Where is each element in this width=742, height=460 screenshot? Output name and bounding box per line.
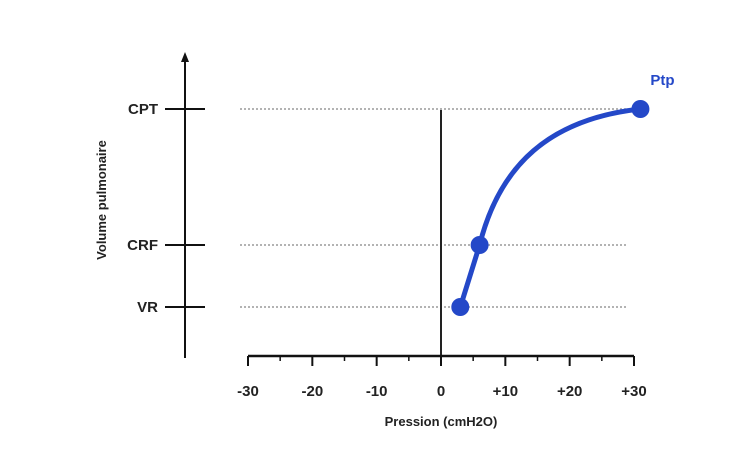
x-tick-label: +10: [493, 383, 518, 400]
x-axis-title: Pression (cmH2O): [385, 414, 498, 429]
y-axis-title: Volume pulmonaire: [94, 140, 109, 260]
y-level-label-cpt: CPT: [128, 101, 158, 118]
x-tick-label: +20: [557, 383, 582, 400]
y-levels: CPT CRF VR: [127, 101, 205, 316]
x-ticks: -30 -20 -10 0 +10 +20 +30: [237, 356, 647, 400]
x-tick-label: -10: [366, 383, 388, 400]
series-group: Ptp: [451, 72, 675, 316]
series-label: Ptp: [650, 72, 674, 89]
series-point: [470, 236, 489, 254]
x-tick-label: -20: [301, 383, 323, 400]
y-axis-arrow-icon: [181, 52, 189, 62]
x-tick-label: -30: [237, 383, 259, 400]
series-point: [451, 298, 470, 316]
series-point: [631, 100, 650, 118]
reference-lines: [240, 108, 628, 308]
series-line: [457, 106, 643, 310]
x-tick-label: 0: [437, 383, 445, 400]
x-tick-label: +30: [621, 383, 646, 400]
y-level-label-crf: CRF: [127, 237, 158, 254]
y-level-label-vr: VR: [137, 299, 158, 316]
